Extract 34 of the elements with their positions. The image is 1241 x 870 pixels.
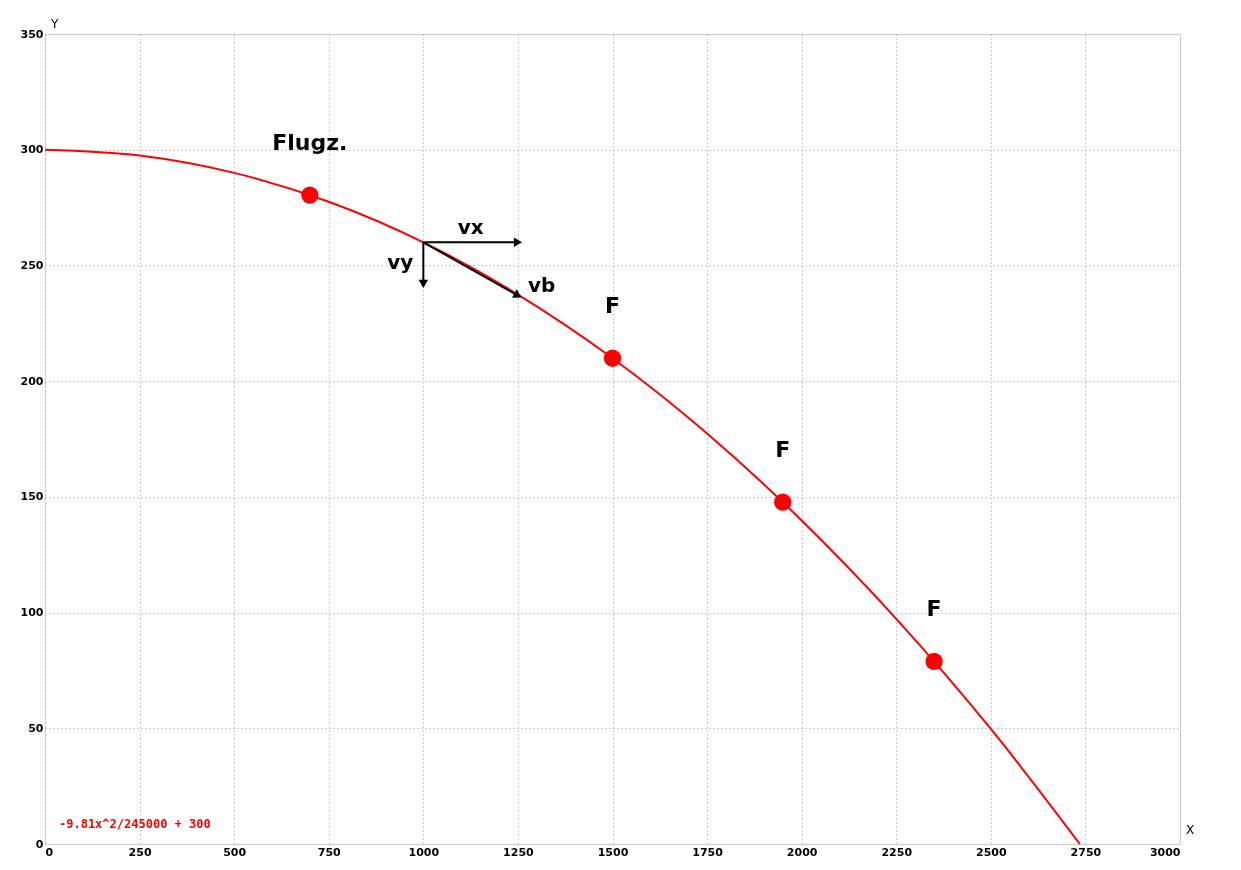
annotation: vy xyxy=(387,250,414,275)
y-tick-label: 200 xyxy=(20,374,44,388)
annotation: F xyxy=(775,437,791,463)
x-tick-label: 1500 xyxy=(597,845,629,859)
x-tick-label: 2000 xyxy=(786,845,818,859)
y-tick-label: 150 xyxy=(20,490,44,504)
y-tick-label: 250 xyxy=(20,258,44,272)
annotation: Flugz. xyxy=(272,130,348,156)
y-tick-label: 50 xyxy=(28,721,44,735)
x-tick-label: 1250 xyxy=(503,845,535,859)
x-tick-label: 750 xyxy=(317,845,342,859)
annotation: -9.81x^2/245000 + 300 xyxy=(59,817,211,831)
x-tick-label: 250 xyxy=(128,845,152,859)
point xyxy=(774,493,792,511)
x-tick-label: 0 xyxy=(45,845,54,859)
x-tick-label: 2250 xyxy=(881,845,913,859)
point xyxy=(301,186,319,204)
x-tick-label: 1750 xyxy=(692,845,724,859)
y-tick-label: 300 xyxy=(20,143,44,157)
x-tick-label: 3000 xyxy=(1149,845,1181,859)
x-tick-label: 2500 xyxy=(976,845,1007,859)
point xyxy=(603,349,622,367)
y-tick-label: 100 xyxy=(20,606,44,620)
x-tick-label: 2750 xyxy=(1070,845,1102,859)
x-tick-label: 1000 xyxy=(408,845,440,859)
annotation: vb xyxy=(527,272,556,297)
y-axis-title: Y xyxy=(50,17,59,31)
annotation: vx xyxy=(457,215,484,240)
x-tick-label: 500 xyxy=(223,845,247,859)
annotation: F xyxy=(604,293,621,319)
point xyxy=(925,652,943,671)
x-axis-title: X xyxy=(1186,823,1195,837)
y-tick-label: 350 xyxy=(20,27,44,41)
annotation: F xyxy=(926,596,942,622)
